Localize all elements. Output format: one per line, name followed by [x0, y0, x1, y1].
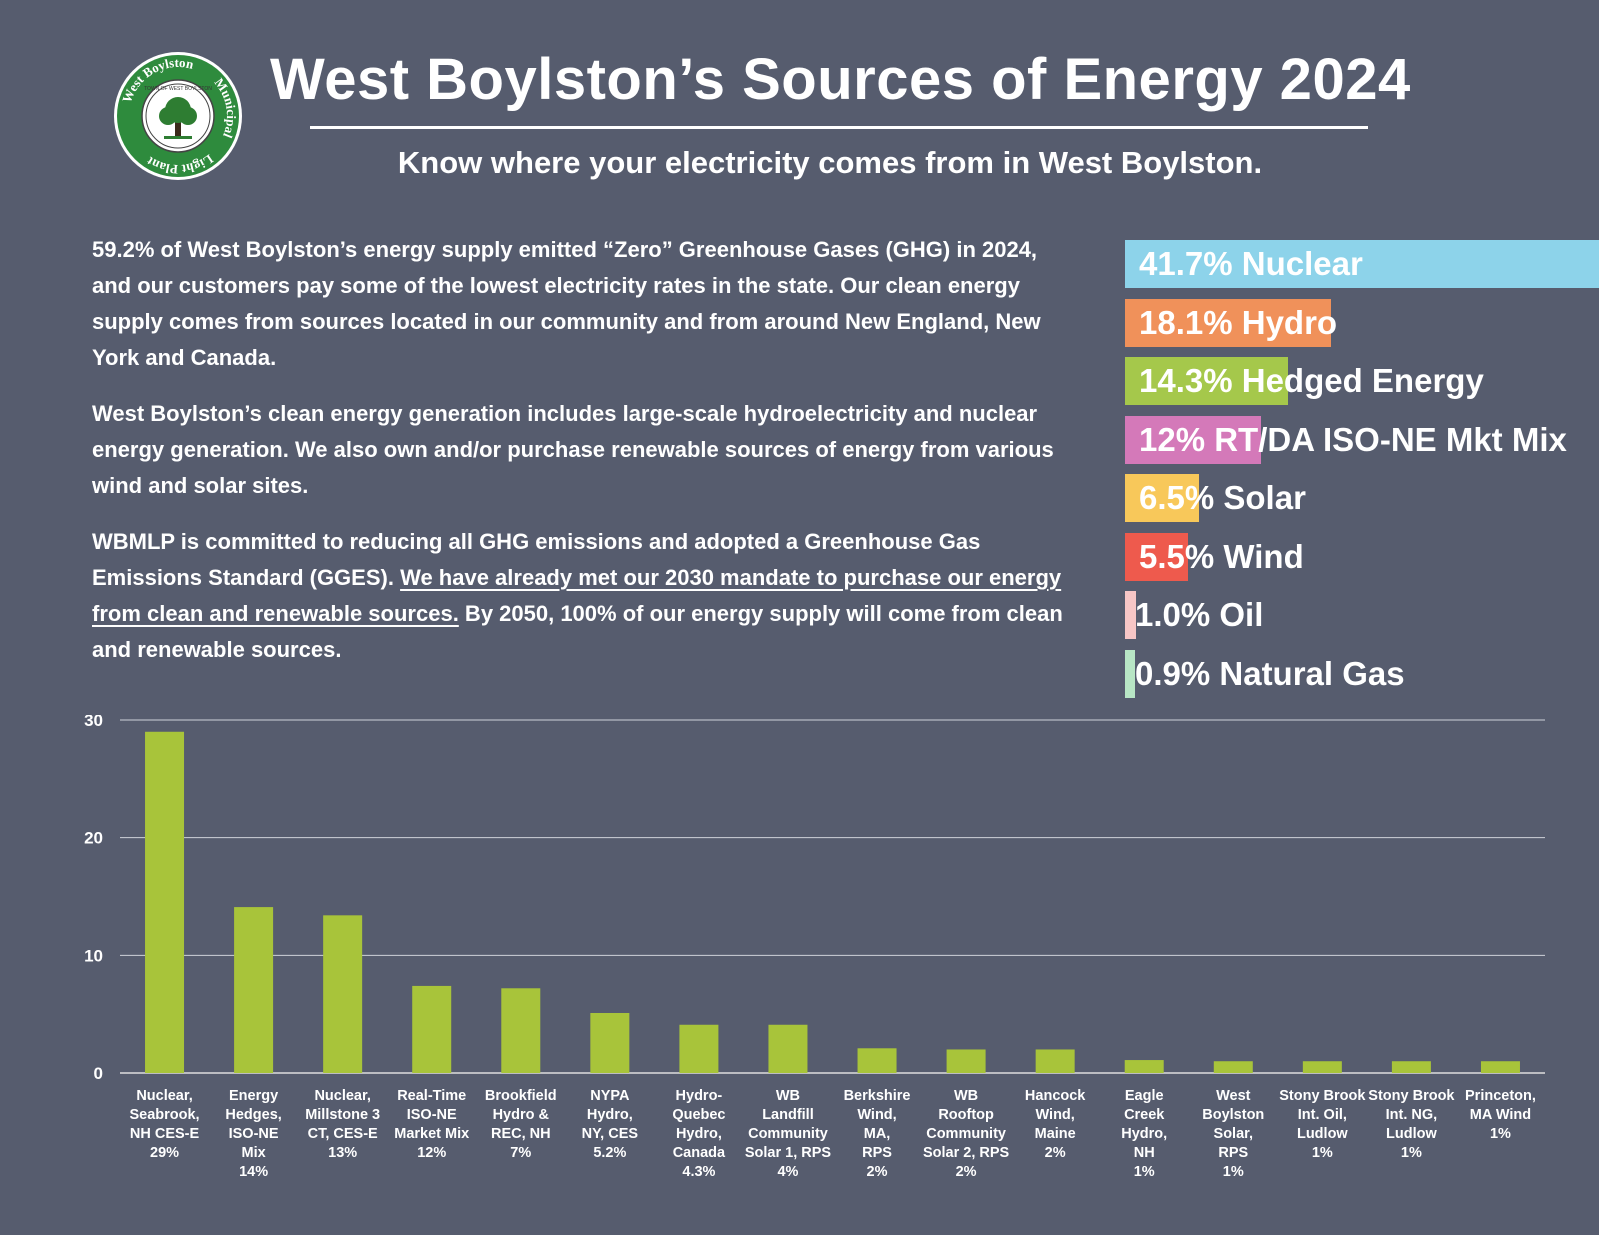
- energy-mix-label: 0.9% Natural Gas: [1135, 654, 1405, 692]
- x-tick-label: Princeton, MA Wind 1%: [1465, 1088, 1536, 1142]
- description-text: 59.2% of West Boylston’s energy supply e…: [92, 232, 1077, 688]
- energy-mix-item: 18.1% Hydro: [1125, 298, 1599, 347]
- x-tick-label: Stony Brook Int. Oil, Ludlow 1%: [1279, 1088, 1366, 1161]
- description-paragraph-3: WBMLP is committed to reducing all GHG e…: [92, 524, 1077, 668]
- x-tick-label: NYPA Hydro, NY, CES 5.2%: [582, 1088, 639, 1161]
- x-tick-label: Nuclear, Seabrook, NH CES-E 29%: [129, 1088, 199, 1161]
- bar: [1213, 1061, 1253, 1073]
- bar: [679, 1024, 719, 1073]
- x-tick-label: WB Landfill Community Solar 1, RPS 4%: [745, 1088, 832, 1180]
- energy-mix-bar: [1125, 357, 1288, 405]
- paragraph-3-start: WBMLP is committed to reducing all GHG e…: [92, 529, 981, 590]
- description-paragraph-1: 59.2% of West Boylston’s energy supply e…: [92, 237, 1041, 370]
- x-tick-label: Hydro-Quebec Hydro, Canada 4.3%: [672, 1088, 726, 1180]
- logo-seal-text: TOWN OF WEST BOYLSTON: [144, 86, 212, 92]
- bar: [412, 985, 452, 1073]
- title-divider: [310, 126, 1368, 129]
- energy-mix-item: 14.3% Hedged Energy: [1125, 357, 1599, 405]
- energy-mix-item: 5.5% Wind: [1125, 532, 1599, 581]
- y-tick-label: 0: [94, 1064, 103, 1083]
- x-tick-label: Real-Time ISO-NE Market Mix 12%: [394, 1088, 469, 1161]
- x-tick-label: WB Rooftop Community Solar 2, RPS 2%: [923, 1088, 1010, 1180]
- energy-mix-label: 41.7% Nuclear: [1139, 245, 1363, 282]
- energy-mix-label: 1.0% Oil: [1135, 596, 1264, 633]
- x-tick-label: Brookfield Hydro & REC, NH 7%: [485, 1088, 557, 1161]
- energy-mix-bar: [1125, 591, 1137, 639]
- energy-mix-label: 6.5% Solar: [1139, 479, 1306, 516]
- paragraph-3-underlined: We have already met our 2030 mandate to …: [92, 565, 1062, 626]
- wbmlp-logo: West Boylston Municipal Light Plant TOWN…: [114, 52, 242, 180]
- x-tick-label: Nuclear, Millstone 3 CT, CES-E 13%: [305, 1088, 380, 1161]
- energy-mix-item: 0.9% Natural Gas: [1125, 649, 1599, 698]
- bar: [590, 1012, 630, 1073]
- page-title: West Boylston’s Sources of Energy 2024: [270, 47, 1411, 112]
- bar: [234, 907, 274, 1073]
- energy-mix-bar: [1125, 649, 1136, 698]
- energy-mix-label: 14.3% Hedged Energy: [1139, 362, 1484, 399]
- description-paragraph-2: West Boylston’s clean energy generation …: [92, 401, 1054, 498]
- energy-mix-bar: [1125, 298, 1331, 347]
- bar: [768, 1024, 808, 1073]
- energy-mix-item: 12% RT/DA ISO-NE Mkt Mix: [1125, 415, 1599, 464]
- energy-mix-list: 41.7% Nuclear 18.1% Hydro 14.3% Hedged Ene…: [1125, 240, 1599, 710]
- x-tick-label: Stony Brook Int. NG, Ludlow 1%: [1368, 1088, 1455, 1161]
- sources-bar-chart: 0 10 20 30 Nuclear, Seabrook, NH CES-E 29% Energ…: [84, 715, 1545, 1180]
- x-tick-label: Hancock Wind, Maine 2%: [1025, 1088, 1086, 1161]
- energy-mix-label: 12% RT/DA ISO-NE Mkt Mix: [1139, 420, 1567, 458]
- y-tick-label: 10: [84, 946, 103, 965]
- energy-mix-label: 5.5% Wind: [1139, 537, 1304, 575]
- paragraph-3-end: By 2050, 100% of our energy supply will …: [92, 601, 1063, 662]
- energy-mix-bar: [1125, 474, 1199, 522]
- energy-mix-bar: [1125, 415, 1262, 464]
- energy-mix-bar: [1125, 240, 1599, 288]
- page-subtitle: Know where your electricity comes from i…: [397, 145, 1263, 180]
- bar: [145, 731, 185, 1073]
- bar: [501, 988, 541, 1073]
- bar: [1302, 1061, 1342, 1073]
- bar: [1035, 1049, 1075, 1073]
- energy-mix-item: 41.7% Nuclear: [1125, 240, 1599, 288]
- bar: [1124, 1060, 1164, 1073]
- x-tick-label: Berkshire Wind, MA, RPS 2%: [844, 1088, 911, 1180]
- y-tick-label: 20: [84, 829, 103, 848]
- y-tick-label: 30: [84, 715, 103, 730]
- bar: [1480, 1061, 1520, 1073]
- x-tick-label: West Boylston Solar, RPS 1%: [1202, 1088, 1264, 1180]
- energy-mix-bar: [1125, 532, 1188, 581]
- bar: [857, 1048, 897, 1073]
- tree-icon: [159, 97, 197, 139]
- bar: [1391, 1061, 1431, 1073]
- x-tick-label: Energy Hedges, ISO-NE Mix 14%: [225, 1088, 281, 1180]
- energy-mix-label: 18.1% Hydro: [1139, 303, 1338, 341]
- energy-mix-item: 6.5% Solar: [1125, 474, 1599, 522]
- bar: [946, 1049, 986, 1073]
- energy-mix-item: 1.0% Oil: [1125, 591, 1599, 639]
- x-tick-label: Eagle Creek Hydro, NH 1%: [1121, 1088, 1167, 1180]
- bar: [323, 915, 363, 1073]
